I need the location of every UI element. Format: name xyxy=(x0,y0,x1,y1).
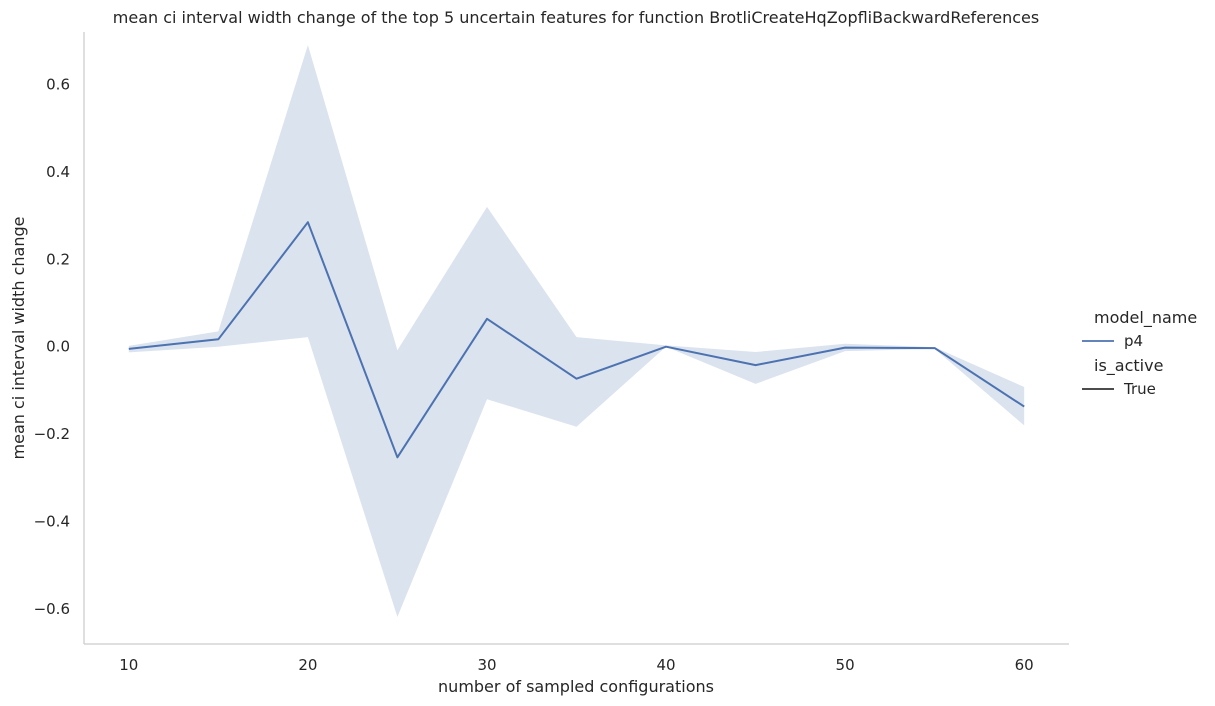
y-tick-labels: −0.6 −0.4 −0.2 0.0 0.2 0.4 0.6 xyxy=(34,76,70,619)
plot-area xyxy=(126,45,1027,617)
data-point xyxy=(753,363,758,368)
series-line-p4 xyxy=(128,221,1025,459)
data-point xyxy=(843,345,848,350)
x-tick-label: 20 xyxy=(298,656,317,674)
x-tick-label: 50 xyxy=(836,656,855,674)
data-point xyxy=(1022,404,1027,409)
y-axis-label: mean ci interval width change xyxy=(9,217,28,460)
data-point xyxy=(664,344,669,349)
x-tick-label: 30 xyxy=(477,656,496,674)
legend-label-p4: p4 xyxy=(1124,332,1143,350)
y-tick-label: 0.4 xyxy=(46,163,70,181)
y-tick-label: 0.6 xyxy=(46,76,70,94)
data-point xyxy=(126,346,131,351)
data-point xyxy=(485,316,490,321)
legend: model_name p4 is_active True xyxy=(1082,308,1197,398)
x-tick-labels: 10 20 30 40 50 60 xyxy=(119,656,1033,674)
x-tick-label: 10 xyxy=(119,656,138,674)
confidence-band-p4 xyxy=(128,45,1025,617)
y-tick-label: 0.2 xyxy=(46,250,70,268)
y-tick-label: −0.4 xyxy=(34,513,70,531)
x-axis-label: number of sampled configurations xyxy=(438,677,714,696)
data-point xyxy=(216,337,221,342)
y-tick-label: −0.2 xyxy=(34,425,70,443)
y-tick-label: 0.0 xyxy=(46,338,70,356)
data-point xyxy=(395,455,400,460)
chart-title: mean ci interval width change of the top… xyxy=(113,8,1039,27)
x-tick-label: 40 xyxy=(656,656,675,674)
data-point xyxy=(932,346,937,351)
legend-title-model-name: model_name xyxy=(1094,308,1197,328)
legend-title-is-active: is_active xyxy=(1094,356,1163,376)
data-point xyxy=(574,376,579,381)
y-tick-label: −0.6 xyxy=(34,600,70,618)
legend-label-true: True xyxy=(1123,380,1156,398)
x-tick-label: 60 xyxy=(1015,656,1034,674)
data-point xyxy=(305,220,310,225)
